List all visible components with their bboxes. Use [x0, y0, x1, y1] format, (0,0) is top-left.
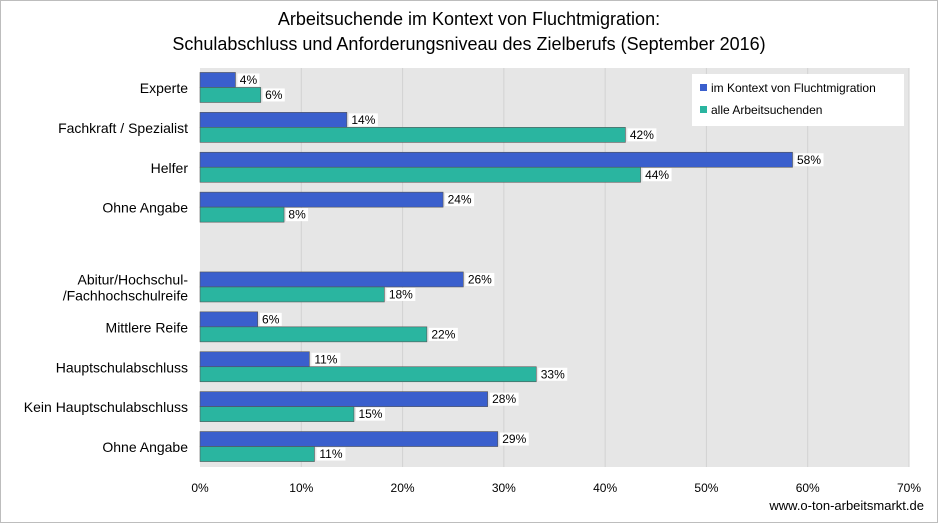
bar	[199, 127, 626, 143]
x-tick-label: 70%	[897, 481, 921, 495]
bar	[199, 206, 285, 223]
data-label: 44%	[645, 168, 669, 182]
data-label-bg	[316, 447, 346, 461]
source-text: www.o-ton-arbeitsmarkt.de	[769, 498, 924, 513]
y-category-label: Kein Hauptschulabschluss	[24, 399, 188, 415]
x-tick-label: 60%	[796, 481, 820, 495]
data-label-bg	[428, 327, 458, 341]
y-category-label: Ohne Angabe	[102, 439, 188, 455]
bar	[199, 151, 793, 168]
data-label: 58%	[797, 153, 821, 167]
bar	[199, 191, 444, 208]
data-label-bg	[386, 287, 416, 301]
y-category-label: Mittlere Reife	[106, 319, 189, 335]
legend-item-series-1: im Kontext von Fluchtmigration	[700, 80, 876, 96]
bar	[199, 406, 355, 422]
bar	[199, 271, 464, 288]
data-label: 8%	[288, 208, 306, 222]
bar	[199, 87, 262, 103]
data-label-bg	[237, 73, 260, 87]
data-label: 24%	[448, 193, 472, 207]
data-label-bg	[642, 168, 672, 182]
data-label: 15%	[358, 407, 382, 421]
x-tick-label: 0%	[191, 481, 209, 495]
data-label: 29%	[502, 432, 526, 446]
data-label: 18%	[389, 287, 413, 301]
bar	[199, 326, 428, 343]
y-category-label: Experte	[140, 80, 188, 96]
bar	[199, 112, 348, 128]
data-label-bg	[794, 153, 824, 167]
data-label: 6%	[265, 88, 283, 102]
bar	[199, 351, 310, 368]
x-tick-label: 20%	[391, 481, 415, 495]
data-label-bg	[538, 367, 568, 381]
bars	[199, 72, 793, 462]
y-category-label: Helfer	[151, 160, 189, 176]
data-label: 28%	[492, 392, 516, 406]
y-category-label: /Fachhochschulreife	[63, 287, 189, 303]
data-label: 42%	[630, 128, 654, 142]
legend-label-series-1: im Kontext von Fluchtmigration	[711, 81, 876, 95]
x-axis-labels: 0% 10% 20% 30% 40% 50% 60% 70%	[191, 481, 921, 495]
y-category-label: Abitur/Hochschul-	[78, 271, 189, 287]
data-label-bg	[465, 272, 495, 286]
legend: im Kontext von Fluchtmigration alle Arbe…	[692, 74, 904, 126]
y-category-label: Ohne Angabe	[102, 200, 188, 216]
data-label-bg	[259, 312, 282, 326]
data-label: 11%	[314, 352, 337, 366]
data-label: 4%	[240, 73, 258, 87]
data-label-bg	[627, 128, 657, 142]
data-label: 11%	[319, 447, 342, 461]
data-label: 26%	[468, 272, 492, 286]
legend-label-series-2: alle Arbeitsuchenden	[711, 103, 823, 117]
bar	[199, 311, 259, 328]
legend-swatch-series-1	[700, 84, 707, 92]
bar	[199, 431, 499, 447]
bar	[199, 446, 315, 462]
data-label-bg	[262, 88, 285, 102]
data-label-bg	[445, 193, 475, 207]
data-label: 22%	[431, 327, 455, 341]
data-label-bg	[348, 113, 378, 127]
chart-title-line-2: Schulabschluss und Anforderungsniveau de…	[172, 34, 766, 54]
bar	[199, 286, 385, 303]
data-label-bg	[311, 352, 341, 366]
y-category-label: Fachkraft / Spezialist	[58, 120, 188, 136]
data-label-bg	[286, 208, 309, 222]
bar	[199, 166, 641, 183]
data-labels: 4% 6% 14% 42% 58% 44% 24% 8% 26% 18% 6% 22% 11% 33% 28…	[237, 73, 824, 461]
legend-swatch-series-2	[700, 106, 707, 114]
legend-item-series-2: alle Arbeitsuchenden	[700, 102, 822, 118]
y-category-label: Hauptschulabschluss	[56, 359, 188, 375]
x-tick-label: 50%	[694, 481, 718, 495]
bar	[199, 391, 488, 407]
bar	[199, 366, 537, 383]
data-label: 14%	[351, 113, 375, 127]
x-tick-label: 30%	[492, 481, 516, 495]
data-label: 33%	[541, 367, 565, 381]
data-label-bg	[355, 407, 385, 421]
x-tick-label: 10%	[289, 481, 313, 495]
bar	[199, 72, 236, 88]
data-label-bg	[499, 432, 529, 446]
x-tick-label: 40%	[593, 481, 617, 495]
data-label-bg	[489, 392, 519, 406]
data-label: 6%	[262, 312, 280, 326]
y-axis-labels: Experte Fachkraft / Spezialist Helfer Ohne …	[24, 80, 189, 455]
chart-title-line-1: Arbeitsuchende im Kontext von Fluchtmigr…	[277, 9, 661, 29]
